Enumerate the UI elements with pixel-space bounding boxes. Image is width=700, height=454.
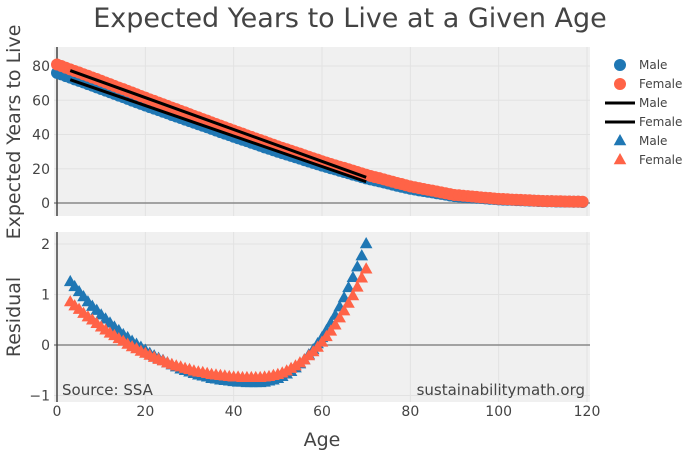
y-tick-label: 2	[41, 237, 50, 253]
y-tick-label: 0	[41, 196, 50, 212]
x-tick-label: 100	[485, 404, 512, 420]
legend-label: Female	[639, 153, 682, 167]
residual-point-female	[333, 311, 346, 323]
x-tick-label: 120	[574, 404, 601, 420]
x-tick-label: 80	[401, 404, 419, 420]
residual-point-female	[328, 318, 342, 330]
residual-point-male	[342, 280, 355, 293]
legend-item: Male	[614, 58, 667, 72]
x-axis-title: Age	[304, 429, 341, 450]
residual-point-female	[359, 262, 373, 274]
chart-title: Expected Years to Live at a Given Age	[93, 3, 607, 34]
top-plot: 0 20 40 60 80	[32, 47, 590, 216]
residual-point-male	[359, 237, 373, 249]
legend-item: Female	[613, 153, 682, 167]
legend-circle-icon	[614, 78, 626, 90]
legend-circle-icon	[614, 59, 626, 71]
y-tick-label: 0	[41, 338, 50, 354]
legend-label: Male	[639, 96, 667, 110]
source-annotation: Source: SSA	[62, 381, 154, 399]
legend-label: Female	[639, 115, 682, 129]
residual-point-male	[346, 270, 360, 283]
residual-point-female	[355, 271, 369, 283]
legend-label: Male	[639, 58, 667, 72]
y-tick-label: 20	[32, 162, 50, 178]
legend-item: Male	[613, 134, 667, 148]
x-tick-label: 0	[53, 404, 62, 420]
residual-point-female	[346, 289, 360, 301]
legend-item: Female	[605, 115, 682, 129]
residual-point-female	[324, 324, 338, 336]
top-y-axis-title: Expected Years to Live	[3, 25, 25, 240]
residual-point-male	[351, 260, 364, 272]
legend-label: Female	[639, 77, 682, 91]
residual-point-female	[351, 280, 364, 292]
y-tick-label: 1	[41, 288, 50, 304]
legend-triangle-icon	[613, 153, 627, 165]
legend-triangle-icon	[613, 134, 627, 146]
residual-point-male	[355, 249, 369, 261]
fit-line-male	[69, 78, 367, 184]
fit-line-female	[69, 69, 367, 179]
y-tick-label: 60	[32, 93, 50, 109]
legend-item: Male	[605, 96, 667, 110]
residual-point-female	[337, 304, 351, 316]
residual-point-female	[342, 296, 355, 308]
bottom-y-axis-title: Residual	[3, 277, 25, 357]
legend: Male Female Male Female Male Female	[605, 58, 682, 167]
legend-label: Male	[639, 134, 667, 148]
y-tick-label: 40	[32, 128, 50, 144]
x-tick-label: 60	[313, 404, 331, 420]
point-female	[576, 195, 589, 208]
x-tick-label: 20	[136, 404, 154, 420]
x-tick-label: 40	[225, 404, 243, 420]
y-tick-label: 80	[32, 59, 50, 75]
legend-item: Female	[614, 77, 682, 91]
site-annotation: sustainabilitymath.org	[417, 381, 585, 399]
y-tick-label: −1	[29, 389, 50, 405]
